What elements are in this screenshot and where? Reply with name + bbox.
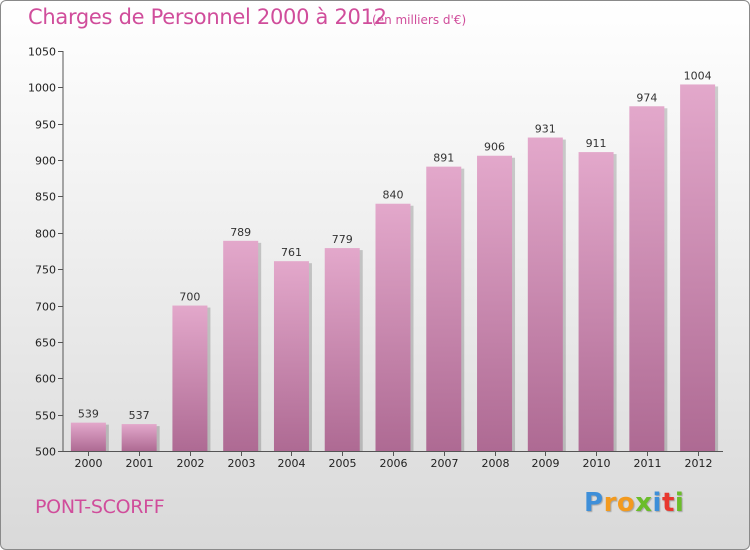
y-tick-label: 1000 — [28, 82, 56, 95]
y-axis: 500 550 600 650 700 750 800 850 900 950 1000 1050 — [28, 46, 64, 459]
logo-letter: o — [616, 488, 636, 518]
bar — [527, 137, 563, 451]
y-tick-label: 1050 — [28, 46, 56, 59]
bar-value-label: 761 — [281, 246, 302, 259]
x-tick-label: 2005 — [329, 457, 357, 470]
bar-value-label: 974 — [636, 91, 657, 104]
x-tick-label: 2006 — [380, 457, 408, 470]
x-tick-label: 2000 — [75, 457, 103, 470]
logo-letter: x — [635, 488, 653, 518]
logo-letter: i — [652, 488, 662, 518]
bar — [70, 422, 106, 451]
logo-letter: P — [584, 488, 604, 518]
bar — [426, 166, 462, 452]
x-tick-label: 2011 — [634, 457, 662, 470]
bar — [578, 152, 614, 451]
bar — [375, 203, 411, 451]
x-tick-label: 2001 — [126, 457, 154, 470]
y-tick-label: 600 — [35, 373, 56, 386]
bar-value-label: 537 — [129, 409, 150, 422]
y-tick-label: 700 — [35, 301, 56, 314]
x-tick-label: 2012 — [685, 457, 713, 470]
bar-value-label: 1004 — [684, 69, 712, 82]
x-tick-label: 2007 — [431, 457, 459, 470]
bar-value-label: 700 — [179, 291, 200, 304]
x-tick-label: 2010 — [583, 457, 611, 470]
bar-value-label: 789 — [230, 226, 251, 239]
bar-value-label: 911 — [586, 137, 607, 150]
bar — [223, 240, 259, 451]
bar — [273, 261, 309, 451]
y-tick-label: 850 — [35, 191, 56, 204]
chart-subtitle: (en milliers d'€) — [372, 13, 467, 27]
x-tick-label: 2009 — [532, 457, 560, 470]
bar-value-label: 891 — [433, 152, 454, 165]
x-tick-label: 2002 — [177, 457, 205, 470]
chart-title: Charges de Personnel 2000 à 2012 — [28, 5, 387, 29]
y-tick-label: 950 — [35, 119, 56, 132]
bar — [121, 424, 157, 451]
y-tick-label: 550 — [35, 410, 56, 423]
location-label: PONT-SCORFF — [35, 496, 165, 518]
proxiti-logo[interactable]: Proxiti — [584, 488, 684, 518]
logo-letter: r — [603, 488, 617, 518]
bar-value-label: 931 — [535, 123, 556, 136]
bar-value-label: 840 — [383, 189, 404, 202]
y-tick-label: 650 — [35, 337, 56, 350]
x-tick-label: 2008 — [482, 457, 510, 470]
x-tick-label: 2003 — [228, 457, 256, 470]
y-tick-label: 800 — [35, 228, 56, 241]
bar-value-label: 906 — [484, 141, 505, 154]
y-tick-label: 750 — [35, 264, 56, 277]
x-tick-label: 2004 — [278, 457, 306, 470]
bar — [680, 84, 716, 452]
x-axis: 2000 2001 2002 2003 2004 2005 2006 2007 2008 2009… — [63, 451, 723, 470]
bar — [324, 248, 360, 451]
logo-letter: i — [674, 488, 685, 518]
y-tick-label: 500 — [35, 446, 56, 459]
y-tick-label: 900 — [35, 155, 56, 168]
bar — [629, 106, 665, 451]
logo-letter: t — [661, 488, 675, 518]
bar — [477, 155, 513, 451]
bar-value-label: 539 — [78, 408, 99, 421]
bar-value-label: 779 — [332, 233, 353, 246]
bar — [172, 305, 208, 451]
bars: 539 537 700 789 761 779 840 891 906 931 911 974 1004 — [70, 69, 719, 452]
